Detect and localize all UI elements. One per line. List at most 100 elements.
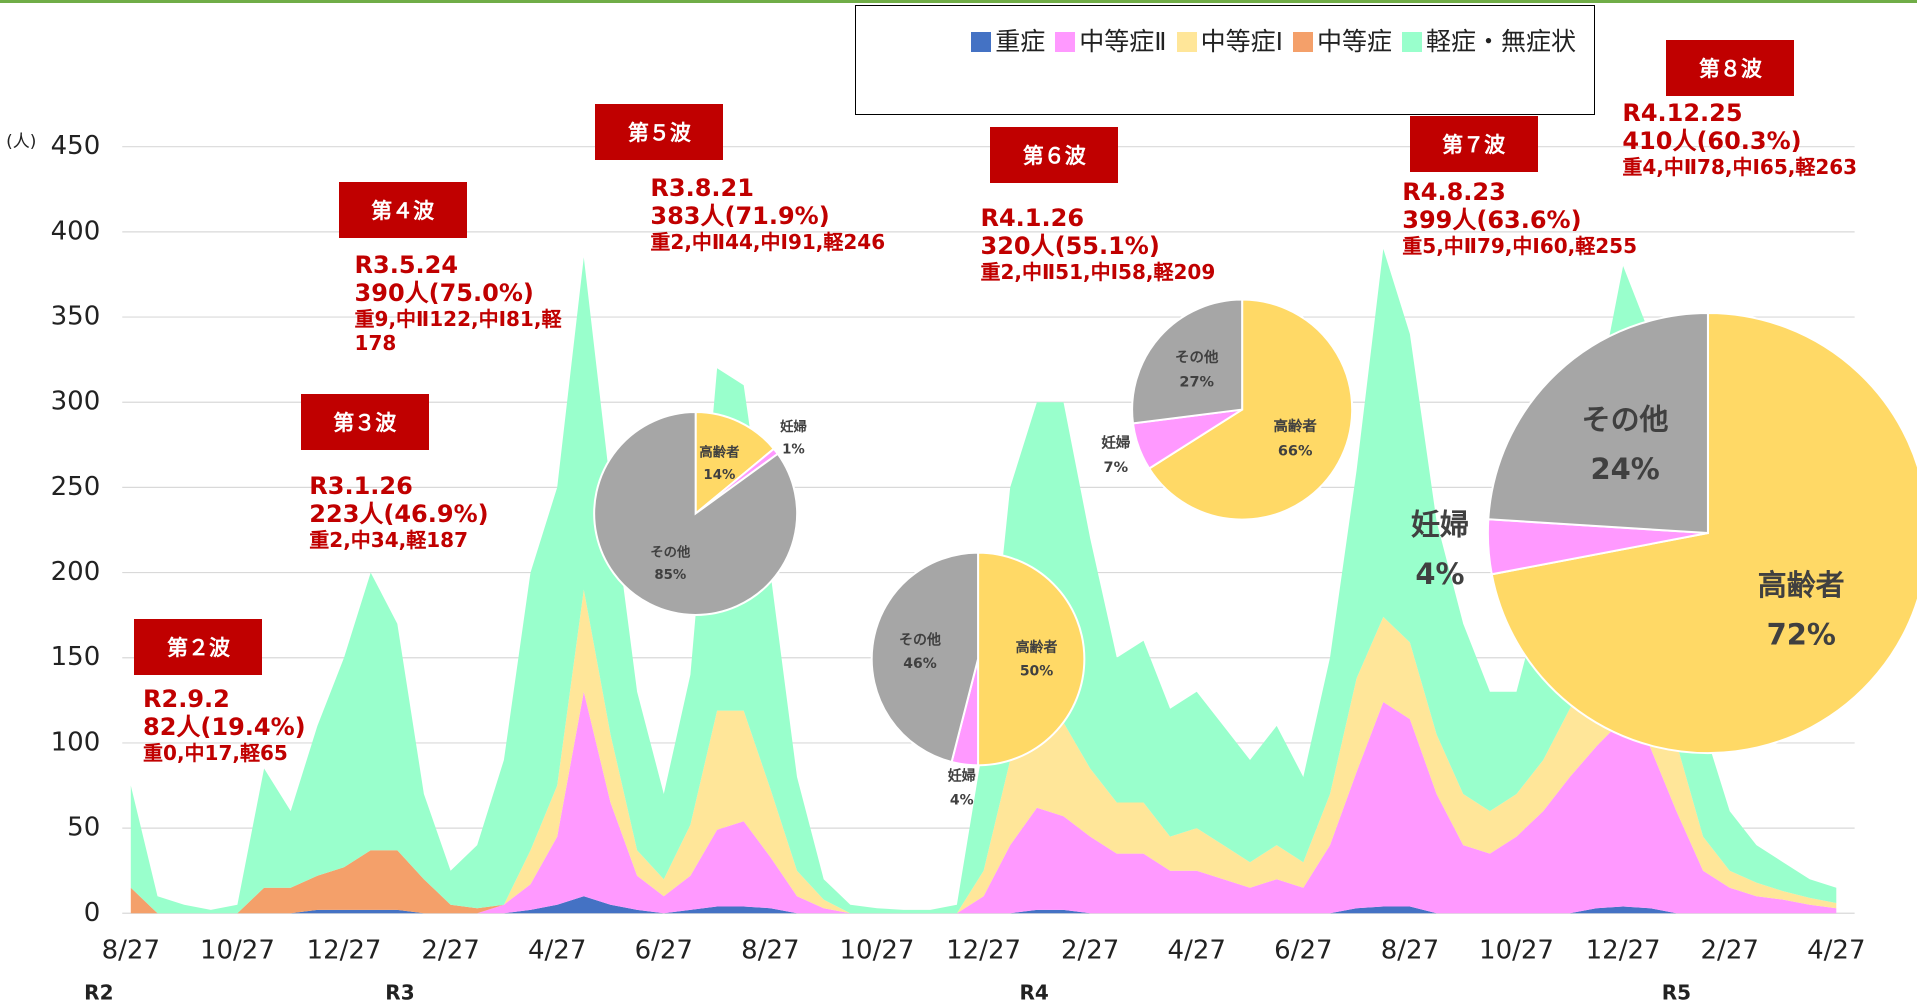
- wave-label: 第６波: [990, 127, 1119, 184]
- legend-item: 重症: [971, 27, 1045, 56]
- pie-category: その他: [899, 631, 941, 648]
- year-label: R5: [1662, 980, 1691, 1004]
- wave-date: R3.5.24: [354, 250, 459, 279]
- wave-detail: 重5,中Ⅱ79,中Ⅰ60,軽255: [1402, 234, 1638, 259]
- wave-note: R3.1.26 223人(46.9%) 重2,中34,軽187: [309, 472, 488, 552]
- wave-note: R4.12.25 410人(60.3%) 重4,中Ⅱ78,中Ⅰ65,軽263: [1622, 99, 1857, 179]
- pie-category: その他: [1582, 403, 1669, 437]
- pie-value: 66%: [1278, 444, 1313, 460]
- wave-total: 82人(19.4%): [143, 712, 306, 741]
- legend-item: 中等症Ⅰ: [1176, 27, 1283, 56]
- pie-category: 妊婦: [948, 768, 976, 785]
- pie-label: その他 85%: [650, 544, 691, 584]
- pie-value: 50%: [1020, 664, 1053, 680]
- area-series: [130, 589, 1837, 914]
- pie-category: その他: [1175, 348, 1219, 366]
- x-tick-label: 4/27: [1807, 936, 1865, 966]
- area-series: [130, 691, 1837, 914]
- y-tick-label: 400: [51, 216, 101, 246]
- legend-item: 中等症: [1292, 27, 1392, 56]
- pie-value: 14%: [703, 468, 735, 483]
- legend-label: 中等症: [1316, 27, 1392, 56]
- wave-total: 383人(71.9%): [650, 201, 830, 230]
- y-tick-label: 0: [84, 898, 101, 928]
- wave-date: R4.12.25: [1622, 99, 1743, 128]
- y-tick-label: 300: [51, 387, 101, 417]
- wave-note: R2.9.2 82人(19.4%) 重0,中17,軽65: [143, 685, 306, 765]
- pie-label: 高齢者 66%: [1273, 417, 1316, 460]
- pie-category: 高齢者: [1758, 568, 1845, 602]
- pie-value: 7%: [1104, 460, 1129, 476]
- wave-note: R3.5.24 390人(75.0%) 重9,中Ⅱ122,中Ⅰ81,軽178: [355, 251, 593, 355]
- legend-swatch: [1401, 32, 1422, 52]
- pie-category: 高齢者: [1016, 639, 1058, 656]
- pie-value: 4%: [1415, 557, 1464, 591]
- pie-label: その他 24%: [1582, 403, 1669, 486]
- pie-category: 高齢者: [699, 443, 739, 460]
- wave-note: R4.8.23 399人(63.6%) 重5,中Ⅱ79,中Ⅰ60,軽255: [1402, 178, 1637, 258]
- wave-total: 223人(46.9%): [309, 499, 489, 528]
- area-series: [130, 248, 1837, 914]
- legend-label: 中等症Ⅰ: [1200, 27, 1283, 56]
- wave-date: R3.8.21: [650, 173, 754, 202]
- wave-total: 390人(75.0%): [354, 278, 534, 307]
- pie-category: その他: [650, 544, 691, 561]
- x-tick-label: 8/27: [102, 936, 160, 966]
- pie-label: 高齢者 14%: [699, 443, 739, 483]
- legend-swatch: [971, 32, 992, 52]
- wave-detail: 重0,中17,軽65: [143, 740, 288, 765]
- x-tick-label: 2/27: [421, 936, 479, 966]
- area-series: [130, 896, 1837, 914]
- wave-total: 399人(63.6%): [1402, 206, 1582, 235]
- y-unit: (人): [6, 132, 36, 152]
- pie-value: 85%: [654, 568, 686, 583]
- year-label: R4: [1020, 980, 1049, 1004]
- pie-label: 妊婦 4%: [948, 768, 976, 809]
- pie-value: 46%: [903, 656, 936, 672]
- wave-detail: 重2,中34,軽187: [309, 527, 468, 552]
- y-tick-label: 200: [51, 557, 101, 587]
- pie-value: 72%: [1767, 617, 1836, 651]
- wave-detail: 重2,中Ⅱ44,中Ⅰ91,軽246: [650, 229, 886, 254]
- legend-swatch: [1176, 32, 1197, 52]
- wave-detail: 重2,中Ⅱ51,中Ⅰ58,軽209: [980, 260, 1216, 285]
- x-tick-label: 12/27: [307, 936, 382, 966]
- x-tick-label: 8/27: [741, 936, 799, 966]
- wave-label: 第５波: [595, 103, 724, 160]
- pie-slice: [1490, 311, 1917, 755]
- y-tick-label: 450: [51, 131, 101, 161]
- wave-total: 410人(60.3%): [1622, 127, 1802, 156]
- pie-category: 妊婦: [1411, 508, 1469, 542]
- pie-value: 24%: [1590, 452, 1659, 486]
- x-tick-label: 12/27: [946, 936, 1021, 966]
- pie-label: 高齢者 50%: [1016, 639, 1058, 680]
- pie-slice: [1131, 298, 1244, 425]
- x-tick-label: 10/27: [840, 936, 915, 966]
- x-tick-label: 4/27: [528, 936, 586, 966]
- pie-label: 妊婦 4%: [1411, 508, 1469, 591]
- pie-label: 高齢者 72%: [1758, 568, 1845, 651]
- year-label: R3: [385, 980, 414, 1004]
- wave-label: 第２波: [134, 618, 263, 675]
- legend-swatch: [1292, 32, 1313, 52]
- wave-date: R4.1.26: [980, 204, 1085, 233]
- x-tick-label: 6/27: [635, 936, 693, 966]
- wave-detail: 重9,中Ⅱ122,中Ⅰ81,軽178: [354, 306, 562, 355]
- wave-note: R4.1.26 320人(55.1%) 重2,中Ⅱ51,中Ⅰ58,軽209: [981, 204, 1216, 284]
- pie-value: 1%: [782, 443, 805, 458]
- wave-detail: 重4,中Ⅱ78,中Ⅰ65,軽263: [1622, 155, 1858, 180]
- wave-note: R3.8.21 383人(71.9%) 重2,中Ⅱ44,中Ⅰ91,軽246: [650, 174, 885, 254]
- x-tick-label: 10/27: [1479, 936, 1554, 966]
- pie-label: 妊婦 7%: [1101, 433, 1130, 476]
- x-tick-label: 2/27: [1701, 936, 1759, 966]
- legend-label: 中等症Ⅱ: [1079, 27, 1167, 56]
- wave-date: R2.9.2: [143, 684, 230, 713]
- legend-item: 中等症Ⅱ: [1055, 27, 1167, 56]
- pie-label: 妊婦 1%: [780, 418, 807, 458]
- legend-item: 軽症・無症状: [1401, 27, 1576, 56]
- x-tick-label: 6/27: [1274, 936, 1332, 966]
- pie-value: 27%: [1179, 375, 1214, 391]
- pie-category: 妊婦: [1101, 433, 1130, 451]
